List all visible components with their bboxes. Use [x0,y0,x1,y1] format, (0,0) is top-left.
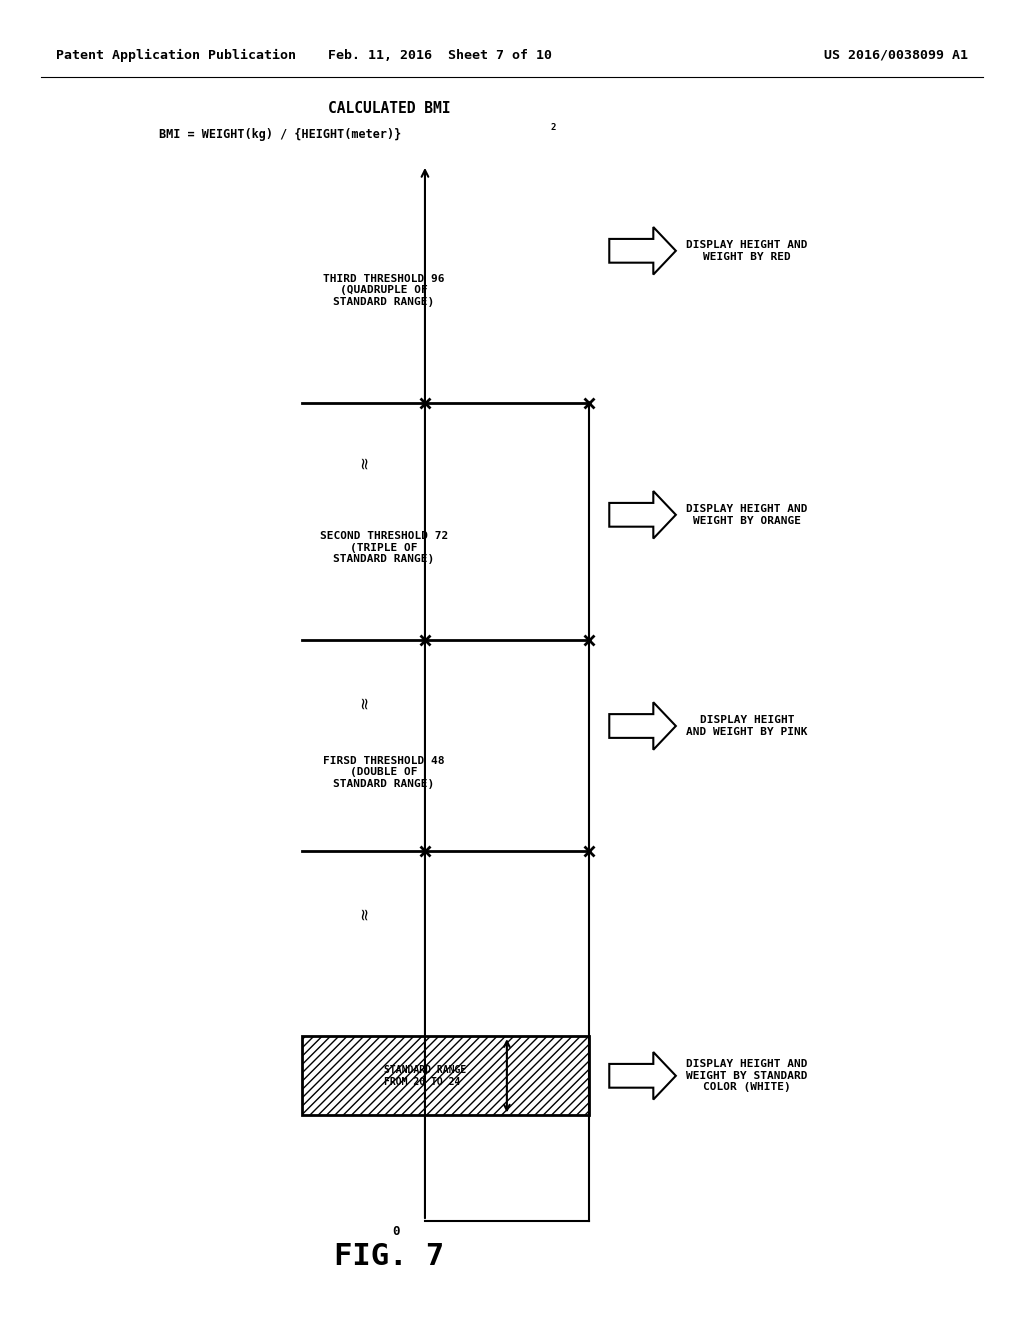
Text: 2: 2 [551,123,556,132]
Text: DISPLAY HEIGHT
AND WEIGHT BY PINK: DISPLAY HEIGHT AND WEIGHT BY PINK [686,715,808,737]
Text: FIG. 7: FIG. 7 [334,1242,444,1271]
Text: DISPLAY HEIGHT AND
WEIGHT BY STANDARD
COLOR (WHITE): DISPLAY HEIGHT AND WEIGHT BY STANDARD CO… [686,1059,808,1093]
Text: THIRD THRESHOLD 96
(QUADRUPLE OF
STANDARD RANGE): THIRD THRESHOLD 96 (QUADRUPLE OF STANDAR… [324,273,444,308]
Text: BMI = WEIGHT(kg) / {HEIGHT(meter)}: BMI = WEIGHT(kg) / {HEIGHT(meter)} [159,128,401,141]
Text: CALCULATED BMI: CALCULATED BMI [328,100,451,116]
Text: ≈: ≈ [354,455,373,469]
Text: DISPLAY HEIGHT AND
WEIGHT BY ORANGE: DISPLAY HEIGHT AND WEIGHT BY ORANGE [686,504,808,525]
Text: STANDARD RANGE
FROM 20 TO 24: STANDARD RANGE FROM 20 TO 24 [384,1065,466,1086]
Polygon shape [609,491,676,539]
Text: Feb. 11, 2016  Sheet 7 of 10: Feb. 11, 2016 Sheet 7 of 10 [329,49,552,62]
Text: US 2016/0038099 A1: US 2016/0038099 A1 [823,49,968,62]
Text: SECOND THRESHOLD 72
(TRIPLE OF
STANDARD RANGE): SECOND THRESHOLD 72 (TRIPLE OF STANDARD … [319,531,449,565]
Text: Patent Application Publication: Patent Application Publication [56,49,296,62]
Polygon shape [609,702,676,750]
Text: ≈: ≈ [354,696,373,709]
Polygon shape [609,227,676,275]
Text: DISPLAY HEIGHT AND
WEIGHT BY RED: DISPLAY HEIGHT AND WEIGHT BY RED [686,240,808,261]
Bar [302,1036,589,1115]
Text: FIRSD THRESHOLD 48
(DOUBLE OF
STANDARD RANGE): FIRSD THRESHOLD 48 (DOUBLE OF STANDARD R… [324,755,444,789]
Text: ≈: ≈ [354,907,373,920]
Text: 0: 0 [392,1225,399,1238]
Polygon shape [609,1052,676,1100]
